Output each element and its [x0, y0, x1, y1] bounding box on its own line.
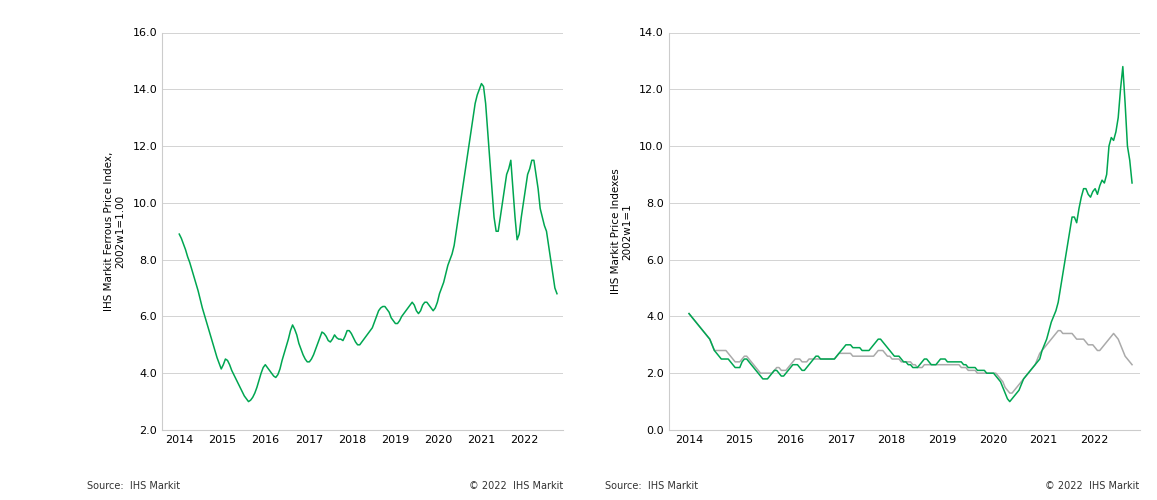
Y-axis label: IHS Markit Price Indexes
2002w1=1: IHS Markit Price Indexes 2002w1=1 — [611, 168, 632, 294]
Y-axis label: IHS Markit Ferrous Price Index,
2002w1=1.00: IHS Markit Ferrous Price Index, 2002w1=1… — [104, 152, 125, 311]
Text: Energy and chemicals: Energy and chemicals — [612, 12, 775, 24]
Text: © 2022  IHS Markit: © 2022 IHS Markit — [470, 481, 563, 491]
Text: Source:  IHS Markit: Source: IHS Markit — [605, 481, 698, 491]
Text: © 2022  IHS Markit: © 2022 IHS Markit — [1046, 481, 1140, 491]
Text: Ferrous prices: Ferrous prices — [93, 12, 200, 24]
Text: Source:  IHS Markit: Source: IHS Markit — [87, 481, 179, 491]
